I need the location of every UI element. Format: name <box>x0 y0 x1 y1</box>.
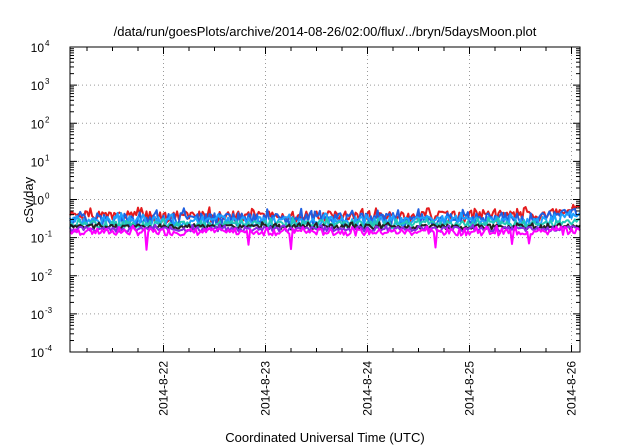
y-tick-label-exponent: -1 <box>45 230 53 239</box>
y-tick-label-exponent: 2 <box>45 115 50 124</box>
grid <box>70 47 580 352</box>
series-line <box>69 223 581 233</box>
x-axis-label: Coordinated Universal Time (UTC) <box>225 430 424 445</box>
series-line <box>69 207 581 227</box>
x-tick-labels: 2014-8-22 2014-8-23 2014-8-24 2014-8-25 2014… <box>157 361 579 416</box>
y-tick-label-exponent: 3 <box>45 77 50 86</box>
y-tick-label-base: 10 <box>31 270 45 284</box>
x-tick-label: 2014-8-26 <box>565 361 579 416</box>
x-tick-label: 2014-8-22 <box>157 361 171 416</box>
plot-lines <box>69 203 581 251</box>
series-line <box>69 224 581 251</box>
y-tick-label-base: 10 <box>31 79 45 93</box>
y-tick-label-base: 10 <box>31 308 45 322</box>
y-tick-label-exponent: -2 <box>45 268 53 277</box>
y-tick-label-base: 10 <box>31 155 45 169</box>
y-tick-label: 10 2 <box>31 115 50 131</box>
y-tick-label-exponent: -4 <box>45 344 53 353</box>
y-tick-label-exponent: 0 <box>45 192 50 201</box>
y-axis-label: cSv/day <box>21 176 36 223</box>
y-tick-label: 10 -1 <box>31 230 53 246</box>
y-tick-label: 10 -3 <box>31 306 53 322</box>
ticks <box>70 46 580 353</box>
y-tick-label: 10 0 <box>31 192 50 208</box>
y-tick-label: 10 4 <box>31 39 50 55</box>
y-tick-label: 10 3 <box>31 77 50 93</box>
x-tick-label: 2014-8-23 <box>259 361 273 416</box>
y-tick-label-base: 10 <box>31 232 45 246</box>
y-tick-label-exponent: -3 <box>45 306 53 315</box>
x-tick-label: 2014-8-25 <box>463 361 477 416</box>
y-tick-label-base: 10 <box>31 346 45 360</box>
y-tick-label-base: 10 <box>31 117 45 131</box>
y-tick-label-exponent: 4 <box>45 39 50 48</box>
chart-title: /data/run/goesPlots/archive/2014-08-26/0… <box>114 24 537 39</box>
y-tick-label-exponent: 1 <box>45 153 50 162</box>
y-tick-label: 10 1 <box>31 153 50 169</box>
y-tick-label: 10 -4 <box>31 344 53 360</box>
y-tick-label-base: 10 <box>31 194 45 208</box>
y-tick-label: 10 -2 <box>31 268 53 284</box>
x-tick-label: 2014-8-24 <box>361 361 375 416</box>
y-tick-label-base: 10 <box>31 41 45 55</box>
